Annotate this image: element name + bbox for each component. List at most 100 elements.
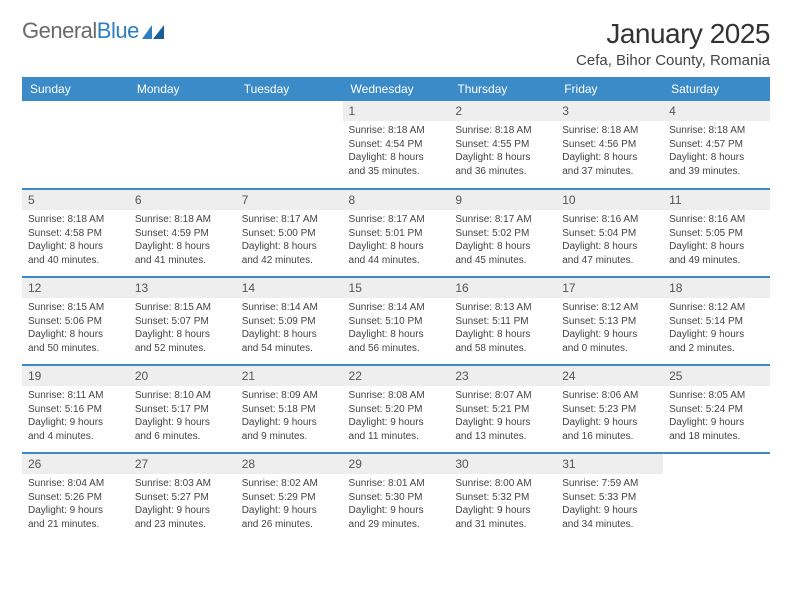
calendar-day-cell: 8Sunrise: 8:17 AMSunset: 5:01 PMDaylight…	[343, 189, 450, 277]
day-detail-line: Sunrise: 8:01 AM	[349, 477, 444, 491]
day-detail-line: Sunset: 4:57 PM	[669, 138, 764, 152]
calendar-day-cell: 9Sunrise: 8:17 AMSunset: 5:02 PMDaylight…	[449, 189, 556, 277]
day-detail-line: Sunset: 5:06 PM	[28, 315, 123, 329]
weekday-header: Wednesday	[343, 77, 450, 101]
day-detail-line: Sunrise: 8:10 AM	[135, 389, 230, 403]
day-detail-line: and 44 minutes.	[349, 254, 444, 268]
day-detail-line: Daylight: 9 hours	[669, 328, 764, 342]
day-details: Sunrise: 8:05 AMSunset: 5:24 PMDaylight:…	[663, 386, 770, 447]
day-number: 19	[22, 366, 129, 386]
logo: GeneralBlue	[22, 18, 164, 44]
day-detail-line: and 39 minutes.	[669, 165, 764, 179]
day-detail-line: Daylight: 8 hours	[28, 328, 123, 342]
day-detail-line: Daylight: 9 hours	[349, 416, 444, 430]
weekday-header: Thursday	[449, 77, 556, 101]
day-number: 5	[22, 190, 129, 210]
day-detail-line: Sunrise: 8:18 AM	[349, 124, 444, 138]
day-number: 29	[343, 454, 450, 474]
day-detail-line: and 49 minutes.	[669, 254, 764, 268]
calendar-body: 1Sunrise: 8:18 AMSunset: 4:54 PMDaylight…	[22, 101, 770, 541]
day-detail-line: Daylight: 9 hours	[562, 416, 657, 430]
calendar-day-cell	[663, 453, 770, 541]
day-details: Sunrise: 8:08 AMSunset: 5:20 PMDaylight:…	[343, 386, 450, 447]
day-detail-line: Daylight: 8 hours	[349, 240, 444, 254]
day-detail-line: Sunset: 5:29 PM	[242, 491, 337, 505]
day-detail-line: Sunrise: 8:17 AM	[349, 213, 444, 227]
day-detail-line: Daylight: 9 hours	[562, 504, 657, 518]
day-details: Sunrise: 8:14 AMSunset: 5:09 PMDaylight:…	[236, 298, 343, 359]
day-detail-line: and 35 minutes.	[349, 165, 444, 179]
day-detail-line: Daylight: 8 hours	[562, 151, 657, 165]
day-detail-line: Sunrise: 8:15 AM	[28, 301, 123, 315]
day-detail-line: Sunrise: 8:05 AM	[669, 389, 764, 403]
day-detail-line: and 21 minutes.	[28, 518, 123, 532]
day-detail-line: Daylight: 9 hours	[669, 416, 764, 430]
day-detail-line: Sunset: 5:04 PM	[562, 227, 657, 241]
day-detail-line: Sunrise: 8:08 AM	[349, 389, 444, 403]
month-title: January 2025	[576, 18, 770, 50]
day-detail-line: Sunrise: 8:07 AM	[455, 389, 550, 403]
day-detail-line: Daylight: 9 hours	[242, 416, 337, 430]
day-number: 2	[449, 101, 556, 121]
day-detail-line: Sunrise: 8:12 AM	[562, 301, 657, 315]
day-detail-line: Sunrise: 8:18 AM	[135, 213, 230, 227]
calendar-week-row: 19Sunrise: 8:11 AMSunset: 5:16 PMDayligh…	[22, 365, 770, 453]
day-detail-line: and 56 minutes.	[349, 342, 444, 356]
day-detail-line: Sunset: 5:02 PM	[455, 227, 550, 241]
day-details: Sunrise: 8:17 AMSunset: 5:00 PMDaylight:…	[236, 210, 343, 271]
day-detail-line: Sunset: 5:23 PM	[562, 403, 657, 417]
day-details: Sunrise: 8:18 AMSunset: 4:55 PMDaylight:…	[449, 121, 556, 182]
day-detail-line: and 29 minutes.	[349, 518, 444, 532]
day-detail-line: Sunrise: 8:12 AM	[669, 301, 764, 315]
day-detail-line: Sunset: 5:17 PM	[135, 403, 230, 417]
day-number: 10	[556, 190, 663, 210]
day-detail-line: Sunrise: 8:18 AM	[669, 124, 764, 138]
day-details: Sunrise: 8:12 AMSunset: 5:14 PMDaylight:…	[663, 298, 770, 359]
calendar-day-cell: 4Sunrise: 8:18 AMSunset: 4:57 PMDaylight…	[663, 101, 770, 189]
day-details: Sunrise: 8:11 AMSunset: 5:16 PMDaylight:…	[22, 386, 129, 447]
day-detail-line: and 40 minutes.	[28, 254, 123, 268]
day-detail-line: Daylight: 8 hours	[455, 328, 550, 342]
day-number: 17	[556, 278, 663, 298]
day-detail-line: Daylight: 8 hours	[349, 328, 444, 342]
day-number: 20	[129, 366, 236, 386]
calendar-day-cell: 29Sunrise: 8:01 AMSunset: 5:30 PMDayligh…	[343, 453, 450, 541]
day-detail-line: Daylight: 8 hours	[455, 151, 550, 165]
day-number: 11	[663, 190, 770, 210]
calendar-day-cell: 18Sunrise: 8:12 AMSunset: 5:14 PMDayligh…	[663, 277, 770, 365]
day-detail-line: and 13 minutes.	[455, 430, 550, 444]
day-details: Sunrise: 8:16 AMSunset: 5:04 PMDaylight:…	[556, 210, 663, 271]
day-detail-line: Sunrise: 8:02 AM	[242, 477, 337, 491]
day-detail-line: Sunset: 5:24 PM	[669, 403, 764, 417]
day-detail-line: and 37 minutes.	[562, 165, 657, 179]
calendar-day-cell: 11Sunrise: 8:16 AMSunset: 5:05 PMDayligh…	[663, 189, 770, 277]
day-detail-line: Sunrise: 8:04 AM	[28, 477, 123, 491]
calendar-day-cell: 17Sunrise: 8:12 AMSunset: 5:13 PMDayligh…	[556, 277, 663, 365]
day-detail-line: Sunset: 5:21 PM	[455, 403, 550, 417]
day-detail-line: Sunset: 5:20 PM	[349, 403, 444, 417]
calendar-day-cell: 19Sunrise: 8:11 AMSunset: 5:16 PMDayligh…	[22, 365, 129, 453]
day-detail-line: Daylight: 9 hours	[455, 504, 550, 518]
day-detail-line: Daylight: 8 hours	[135, 328, 230, 342]
calendar-day-cell: 24Sunrise: 8:06 AMSunset: 5:23 PMDayligh…	[556, 365, 663, 453]
day-details: Sunrise: 8:06 AMSunset: 5:23 PMDaylight:…	[556, 386, 663, 447]
day-number: 8	[343, 190, 450, 210]
page-header: GeneralBlue January 2025 Cefa, Bihor Cou…	[22, 18, 770, 69]
day-number: 23	[449, 366, 556, 386]
day-details: Sunrise: 8:03 AMSunset: 5:27 PMDaylight:…	[129, 474, 236, 535]
day-details: Sunrise: 8:01 AMSunset: 5:30 PMDaylight:…	[343, 474, 450, 535]
day-detail-line: Sunrise: 8:00 AM	[455, 477, 550, 491]
day-details: Sunrise: 8:10 AMSunset: 5:17 PMDaylight:…	[129, 386, 236, 447]
day-detail-line: Sunset: 5:05 PM	[669, 227, 764, 241]
day-detail-line: Sunset: 4:58 PM	[28, 227, 123, 241]
day-number: 12	[22, 278, 129, 298]
day-number: 25	[663, 366, 770, 386]
day-detail-line: and 58 minutes.	[455, 342, 550, 356]
day-detail-line: and 0 minutes.	[562, 342, 657, 356]
calendar-day-cell: 1Sunrise: 8:18 AMSunset: 4:54 PMDaylight…	[343, 101, 450, 189]
day-details: Sunrise: 8:18 AMSunset: 4:56 PMDaylight:…	[556, 121, 663, 182]
calendar-day-cell: 22Sunrise: 8:08 AMSunset: 5:20 PMDayligh…	[343, 365, 450, 453]
day-details: Sunrise: 8:12 AMSunset: 5:13 PMDaylight:…	[556, 298, 663, 359]
day-detail-line: Sunset: 5:16 PM	[28, 403, 123, 417]
day-detail-line: and 47 minutes.	[562, 254, 657, 268]
